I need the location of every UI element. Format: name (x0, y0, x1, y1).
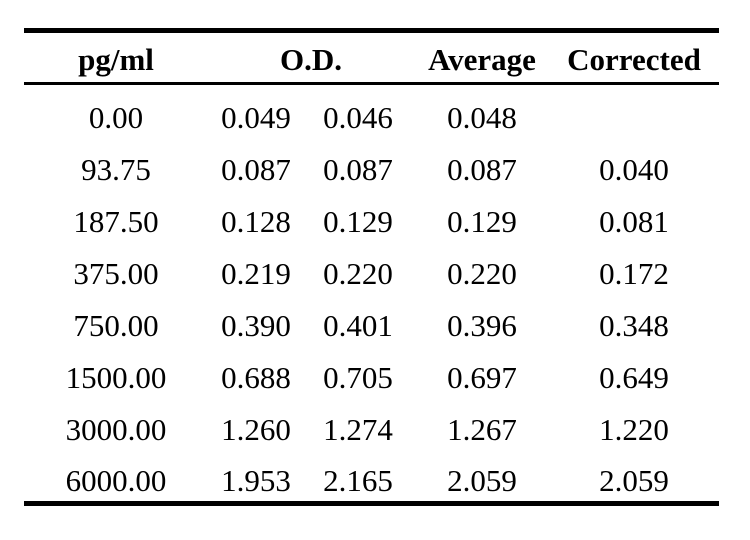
corrected-cell: 0.348 (599, 308, 669, 343)
od-reading-2-cell: 1.274 (323, 412, 393, 447)
table-row: 3000.00 1.260 1.274 1.267 1.220 (0, 410, 750, 450)
pg-ml-cell: 375.00 (73, 256, 159, 291)
table-header-rule (24, 82, 719, 85)
od-reading-1-cell: 0.087 (221, 152, 291, 187)
od-reading-2-cell: 0.046 (323, 100, 393, 135)
od-reading-2-cell: 0.220 (323, 256, 393, 291)
od-reading-1-cell: 1.953 (221, 463, 291, 498)
od-reading-1-cell: 0.128 (221, 204, 291, 239)
average-cell: 0.396 (447, 308, 517, 343)
corrected-cell: 1.220 (599, 412, 669, 447)
table-row: 750.00 0.390 0.401 0.396 0.348 (0, 306, 750, 346)
header-average: Average (428, 42, 536, 77)
od-reading-2-cell: 2.165 (323, 463, 393, 498)
od-reading-2-cell: 0.705 (323, 360, 393, 395)
table-bottom-rule (24, 501, 719, 506)
pg-ml-cell: 187.50 (73, 204, 159, 239)
average-cell: 0.220 (447, 256, 517, 291)
table-row: 1500.00 0.688 0.705 0.697 0.649 (0, 358, 750, 398)
od-reading-1-cell: 0.219 (221, 256, 291, 291)
table-row: 6000.00 1.953 2.165 2.059 2.059 (0, 461, 750, 501)
od-reading-2-cell: 0.401 (323, 308, 393, 343)
header-pg-ml: pg/ml (78, 42, 154, 77)
average-cell: 1.267 (447, 412, 517, 447)
corrected-cell: 0.172 (599, 256, 669, 291)
corrected-cell: 2.059 (599, 463, 669, 498)
od-reading-1-cell: 0.688 (221, 360, 291, 395)
average-cell: 2.059 (447, 463, 517, 498)
average-cell: 0.087 (447, 152, 517, 187)
table-row: 187.50 0.128 0.129 0.129 0.081 (0, 202, 750, 242)
pg-ml-cell: 93.75 (81, 152, 151, 187)
header-corrected: Corrected (567, 42, 701, 77)
average-cell: 0.697 (447, 360, 517, 395)
average-cell: 0.129 (447, 204, 517, 239)
corrected-cell: 0.081 (599, 204, 669, 239)
corrected-cell: 0.649 (599, 360, 669, 395)
pg-ml-cell: 1500.00 (65, 360, 167, 395)
pg-ml-cell: 6000.00 (65, 463, 167, 498)
header-od: O.D. (280, 42, 342, 77)
od-reading-1-cell: 1.260 (221, 412, 291, 447)
average-cell: 0.048 (447, 100, 517, 135)
pg-ml-cell: 0.00 (88, 100, 144, 135)
table-header-row: pg/ml O.D. Average Corrected (0, 40, 750, 84)
pg-ml-cell: 750.00 (73, 308, 159, 343)
table-top-rule (24, 28, 719, 33)
table-row: 0.00 0.049 0.046 0.048 (0, 98, 750, 138)
table-row: 375.00 0.219 0.220 0.220 0.172 (0, 254, 750, 294)
od-reading-2-cell: 0.129 (323, 204, 393, 239)
pg-ml-cell: 3000.00 (65, 412, 167, 447)
table-row: 93.75 0.087 0.087 0.087 0.040 (0, 150, 750, 190)
od-reading-1-cell: 0.390 (221, 308, 291, 343)
od-reading-1-cell: 0.049 (221, 100, 291, 135)
od-reading-2-cell: 0.087 (323, 152, 393, 187)
corrected-cell: 0.040 (599, 152, 669, 187)
